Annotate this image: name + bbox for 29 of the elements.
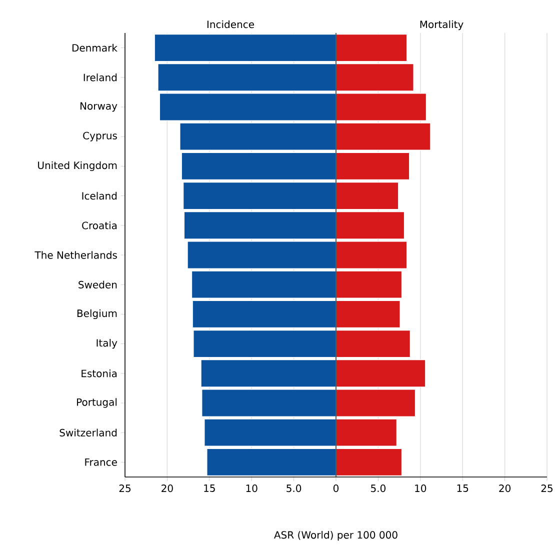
y-tick-label: Estonia [82,370,117,378]
x-tick-label: 5.0 [371,484,386,492]
y-tick-label: Belgium [77,309,117,320]
y-tick-label: United Kingdom [38,161,117,172]
y-tick-label: Denmark [72,44,118,52]
x-tick-label: 20 [499,484,511,492]
x-tick-label: 25 [541,484,552,492]
x-tick-label: 5.0 [286,484,302,492]
y-tick-label: Switzerland [60,428,117,436]
y-tick-label: Cyprus [83,132,117,142]
y-tick-label: Portugal [77,398,117,408]
y-tick-label: Ireland [84,74,117,82]
y-tick-label: Iceland [82,192,117,200]
x-axis-title: ASR (World) per 100 000 [274,530,398,541]
x-tick-label: 0 [333,484,339,492]
x-tick-label: 15 [457,484,468,492]
y-tick-label: Norway [80,102,118,112]
x-tick-label: 25 [119,484,130,492]
x-tick-label: 10 [246,484,258,492]
x-tick-label: 20 [162,484,173,492]
x-tick-label: 10 [415,484,426,492]
series-label: Incidence [207,20,254,28]
y-tick-label: France [85,458,117,466]
x-tick-label: 15 [204,484,215,492]
series-label: Mortality [420,20,464,30]
y-tick-label: Croatia [82,222,117,230]
y-tick-label: Italy [96,338,118,349]
y-tick-label: The Netherlands [34,251,117,259]
y-tick-label: Sweden [78,280,117,288]
